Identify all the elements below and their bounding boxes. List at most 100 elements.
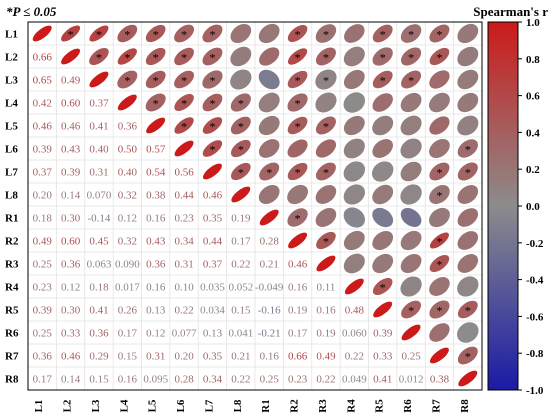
correlation-ellipse (202, 93, 223, 112)
coefficient-label: 0.31 (146, 351, 165, 363)
significance-star: * (408, 28, 414, 42)
correlation-ellipse (372, 24, 393, 43)
correlation-ellipse (315, 185, 337, 204)
column-label: L2 (62, 399, 74, 412)
correlation-ellipse (117, 70, 138, 89)
coefficient-label: 0.49 (61, 75, 81, 87)
correlation-ellipse (259, 162, 280, 181)
correlation-ellipse (315, 69, 337, 90)
coefficient-label: 0.22 (231, 374, 250, 386)
coefficient-label: 0.035 (200, 282, 225, 294)
significance-star: * (153, 74, 159, 88)
coefficient-label: 0.43 (61, 144, 81, 156)
correlation-ellipse (230, 116, 251, 135)
correlation-ellipse (429, 300, 450, 319)
correlation-ellipse (457, 23, 479, 44)
correlation-ellipse (401, 70, 422, 89)
correlation-ellipse (174, 140, 194, 157)
correlation-ellipse (315, 47, 336, 66)
significance-star: * (181, 120, 187, 134)
correlation-ellipse (457, 46, 479, 67)
coefficient-label: 0.43 (146, 236, 166, 248)
colorbar-tick-label: 0.2 (526, 164, 540, 176)
significance-star: * (436, 235, 442, 249)
correlation-ellipse (429, 207, 450, 228)
coefficient-label: 0.12 (146, 328, 165, 340)
correlation-ellipse (429, 70, 450, 89)
row-label: R5 (5, 305, 19, 317)
correlation-ellipse (258, 92, 280, 113)
colorbar-tick-label: -0.6 (526, 311, 544, 323)
correlation-ellipse (372, 207, 394, 228)
colorbar-tick-label: -1.0 (526, 385, 544, 397)
correlation-ellipse (372, 184, 394, 205)
coefficient-label: 0.26 (118, 305, 138, 317)
correlation-ellipse (400, 47, 422, 66)
correlation-ellipse (429, 277, 450, 296)
coefficient-label: 0.57 (146, 144, 166, 156)
correlation-ellipse (316, 231, 336, 250)
grid-lines (28, 22, 482, 390)
row-label: L8 (5, 190, 18, 202)
matrix-border (27, 21, 483, 391)
correlation-ellipse (343, 253, 365, 274)
coefficient-label: 0.16 (146, 282, 166, 294)
significance-star: * (209, 143, 215, 157)
correlation-ellipse (259, 47, 280, 66)
correlation-ellipse (429, 116, 450, 135)
correlation-ellipse (258, 184, 280, 205)
coefficient-label: 0.012 (399, 374, 424, 386)
coefficient-label: 0.44 (174, 190, 194, 202)
correlation-ellipse (230, 93, 251, 112)
correlation-ellipse (372, 47, 393, 66)
coefficient-label: 0.25 (401, 351, 421, 363)
coefficient-label: 0.49 (316, 351, 336, 363)
significance-star: * (209, 51, 215, 65)
coefficient-label: 0.65 (33, 75, 53, 87)
coefficient-label: 0.14 (61, 190, 81, 202)
row-label: L2 (5, 52, 18, 64)
row-label: R3 (5, 259, 19, 271)
coefficient-label: 0.39 (373, 328, 393, 340)
coefficient-label: 0.30 (61, 305, 81, 317)
significance-star: * (323, 28, 329, 42)
coefficient-label: 0.36 (146, 259, 166, 271)
significance-star: * (295, 51, 301, 65)
significance-star: * (295, 28, 301, 42)
coefficient-label: 0.33 (373, 351, 393, 363)
significance-star: * (295, 166, 301, 180)
column-label: R7 (430, 399, 442, 413)
significance-star: * (153, 51, 159, 65)
correlation-ellipse (258, 69, 280, 90)
coefficient-label: 0.36 (61, 259, 81, 271)
row-label: R6 (5, 328, 19, 340)
coefficient-label: 0.29 (89, 351, 109, 363)
correlation-ellipse (287, 48, 308, 65)
coefficient-label: 0.41 (89, 121, 108, 133)
colorbar-tick-label: 0.4 (526, 127, 540, 139)
column-label: R2 (289, 399, 301, 413)
column-label: L1 (33, 400, 45, 413)
correlation-ellipse (230, 69, 252, 90)
coefficient-label: 0.41 (89, 305, 108, 317)
significance-star: * (181, 74, 187, 88)
correlation-ellipse (145, 70, 166, 89)
correlation-ellipse (457, 185, 479, 204)
coefficient-label: 0.39 (33, 144, 53, 156)
correlation-ellipse (343, 92, 366, 113)
significance-star: * (408, 74, 414, 88)
coefficient-label: -0.16 (258, 305, 281, 317)
correlation-ellipse (429, 162, 450, 181)
correlation-ellipse (457, 139, 478, 158)
row-label: L3 (5, 75, 18, 87)
coefficient-label: 0.36 (118, 121, 138, 133)
correlation-ellipse (457, 346, 478, 365)
colorbar-tick-label: -0.2 (526, 238, 544, 250)
row-label: L1 (5, 29, 18, 41)
coefficient-label: 0.14 (61, 374, 81, 386)
significance-star: * (124, 74, 130, 88)
significance-star: * (465, 143, 471, 157)
correlation-ellipse (315, 116, 336, 135)
correlation-ellipse (174, 70, 195, 89)
coefficient-label: 0.46 (33, 121, 53, 133)
